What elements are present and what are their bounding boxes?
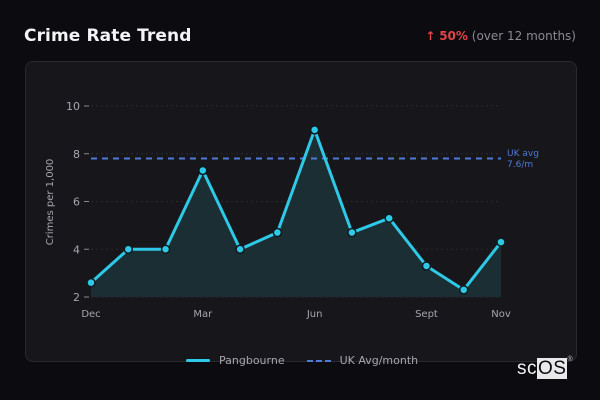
dashed-line-swatch-icon: [306, 359, 331, 362]
solid-line-swatch-icon: [186, 359, 210, 362]
logo-text: sc: [517, 358, 537, 379]
trend-up-arrow-icon: ↑: [425, 29, 436, 43]
legend-label: UK Avg/month: [339, 354, 419, 367]
data-point-marker[interactable]: [458, 285, 469, 295]
y-tick-label: 6: [73, 196, 80, 209]
series-line: [89, 128, 503, 292]
data-point-marker[interactable]: [123, 244, 134, 254]
registered-mark: ®: [567, 356, 574, 363]
data-point-marker[interactable]: [347, 227, 357, 238]
data-point-marker[interactable]: [272, 227, 283, 238]
legend-label: Pangbourne: [219, 354, 285, 367]
y-tick-label: 8: [73, 148, 80, 161]
y-tick-label: 10: [66, 100, 80, 113]
y-tick-label: 2: [73, 291, 80, 304]
y-axis-label: Crimes per 1,000: [45, 159, 56, 246]
legend-item-uk-avg[interactable]: UK Avg/month: [306, 354, 419, 367]
uk-avg-annotation-line2: 7.6/m: [507, 160, 533, 170]
logo-box-text: OS: [537, 358, 568, 379]
data-point-marker[interactable]: [496, 237, 506, 247]
page-title: Crime Rate Trend: [24, 26, 192, 46]
chart-legend: Pangbourne UK Avg/month: [186, 354, 440, 367]
trend-summary: ↑ 50% (over 12 months): [425, 29, 576, 43]
x-tick-label: Sept: [415, 309, 438, 320]
trend-value: 50%: [439, 29, 468, 43]
x-tick-label: Jun: [306, 309, 323, 320]
uk-avg-annotation-line1: UK avg: [507, 149, 539, 159]
data-point-marker[interactable]: [198, 165, 208, 176]
scos-logo: scOS®: [517, 356, 574, 380]
data-point-marker[interactable]: [235, 244, 245, 254]
series-area: [91, 129, 501, 297]
x-tick-label: Nov: [491, 309, 511, 320]
trend-note: (over 12 months): [471, 29, 576, 43]
data-point-marker[interactable]: [384, 213, 394, 223]
data-point-marker[interactable]: [86, 277, 96, 288]
legend-item-pangbourne[interactable]: Pangbourne: [186, 354, 285, 367]
y-tick-label: 4: [73, 243, 80, 256]
data-point-marker[interactable]: [160, 244, 171, 254]
data-point-marker[interactable]: [421, 261, 432, 271]
x-tick-label: Mar: [193, 309, 213, 320]
data-point-marker[interactable]: [309, 125, 320, 135]
x-tick-label: Dec: [81, 309, 100, 320]
